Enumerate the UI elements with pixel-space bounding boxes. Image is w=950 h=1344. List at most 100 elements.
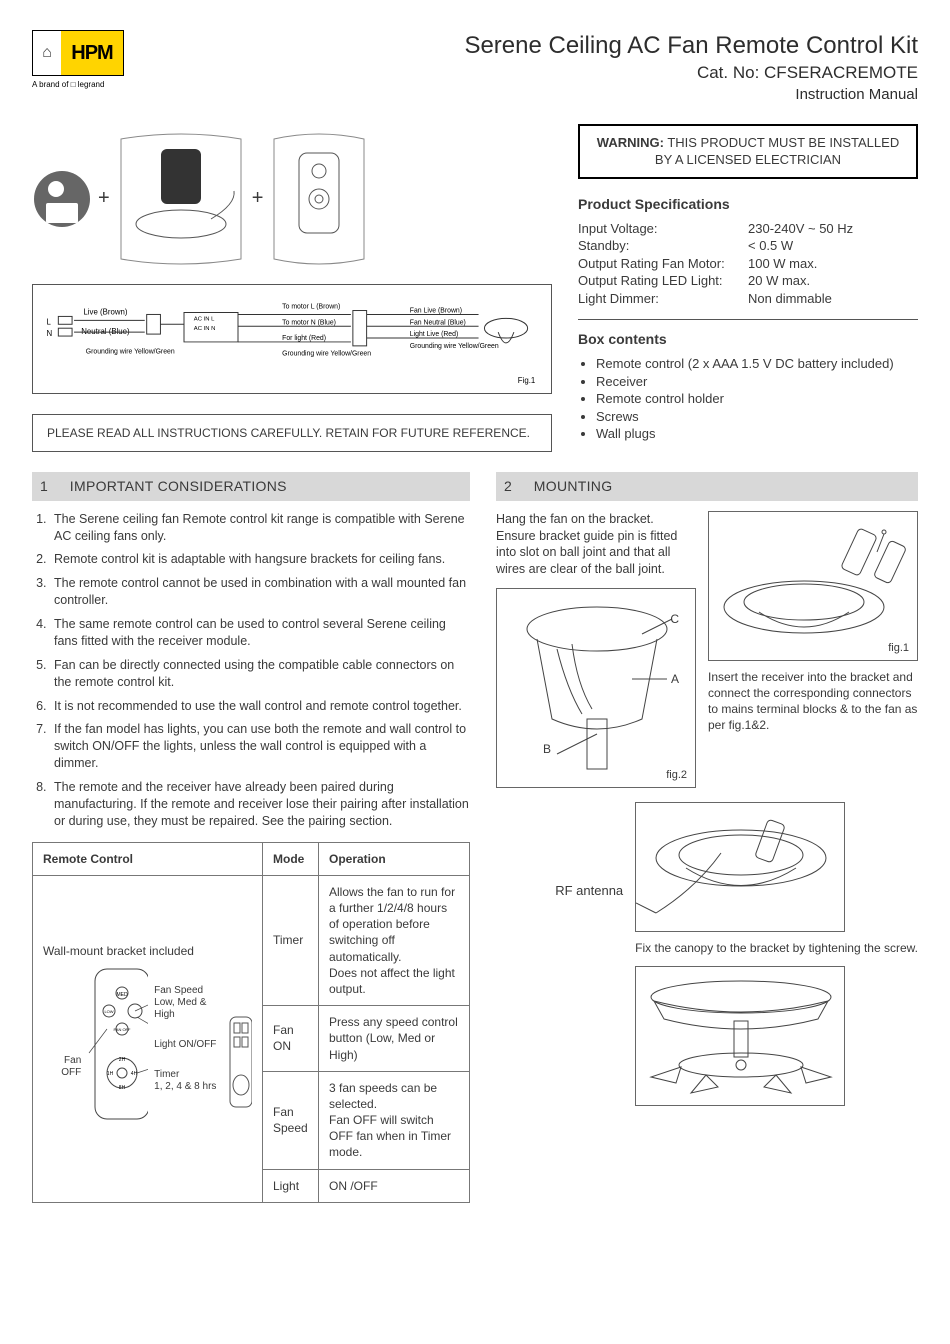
brand-logo: ⌂ HPM A brand of □ legrand [32, 30, 132, 106]
list-item: Remote control (2 x AAA 1.5 V DC battery… [596, 355, 918, 373]
list-item: Fan can be directly connected using the … [50, 657, 470, 691]
svg-text:Fan Neutral (Blue): Fan Neutral (Blue) [410, 319, 466, 326]
section-title: MOUNTING [534, 477, 613, 496]
table-cell-mode: Light [263, 1169, 319, 1202]
logo-subtext: A brand of □ legrand [32, 80, 132, 91]
svg-text:Grounding wire Yellow/Green: Grounding wire Yellow/Green [282, 350, 371, 357]
table-cell-op: Press any speed control button (Low, Med… [319, 1006, 470, 1072]
svg-text:Grounding wire Yellow/Green: Grounding wire Yellow/Green [86, 348, 175, 355]
list-item: The remote and the receiver have already… [50, 779, 470, 830]
table-cell-op: ON /OFF [319, 1169, 470, 1202]
list-item: Screws [596, 408, 918, 426]
svg-text:8H: 8H [119, 1085, 126, 1091]
svg-text:For light (Red): For light (Red) [282, 335, 326, 342]
svg-text:LOW: LOW [105, 1009, 114, 1014]
section-number: 1 [40, 477, 48, 496]
section-1-header: 1 IMPORTANT CONSIDERATIONS [32, 472, 470, 501]
section-number: 2 [504, 477, 512, 496]
cat-label: Cat. No: [697, 63, 764, 82]
box-contents-title: Box contents [578, 330, 918, 349]
svg-text:Grounding wire Yellow/Green: Grounding wire Yellow/Green [410, 342, 499, 349]
table-header-rc: Remote Control [33, 842, 263, 875]
list-item: If the fan model has lights, you can use… [50, 721, 470, 772]
section-title: IMPORTANT CONSIDERATIONS [70, 477, 287, 496]
page-header: ⌂ HPM A brand of □ legrand Serene Ceilin… [32, 30, 918, 106]
list-item: The Serene ceiling fan Remote control ki… [50, 511, 470, 545]
svg-text:N: N [47, 329, 53, 338]
spec-value: Non dimmable [748, 290, 832, 308]
doc-subtitle: Instruction Manual [464, 85, 918, 105]
svg-text:1H: 1H [107, 1071, 114, 1077]
mounting-fig-3 [635, 802, 845, 932]
spec-label: Output Rating LED Light: [578, 272, 748, 290]
svg-text:L: L [47, 317, 52, 326]
specs-title: Product Specifications [578, 195, 918, 214]
spec-label: Input Voltage: [578, 220, 748, 238]
mounting-fig-4 [635, 966, 845, 1106]
list-item: Wall plugs [596, 425, 918, 443]
svg-text:To motor N (Blue): To motor N (Blue) [282, 319, 336, 326]
remote-front-icon: MED LOW FAN OFF 2H 1H 4H 8H [87, 965, 148, 1135]
svg-text:MED: MED [117, 992, 129, 998]
mounting-fig-2: C A B fig.2 [496, 588, 696, 788]
rc-fan-off-label: Fan OFF [43, 1055, 81, 1079]
rc-light-label: Light ON/OFF [154, 1039, 220, 1051]
spec-value: 20 W max. [748, 272, 810, 290]
fig-label: fig.1 [888, 641, 909, 656]
list-item: It is not recommended to use the wall co… [50, 698, 470, 715]
annotation-a: A [671, 671, 679, 687]
warning-box: WARNING: THIS PRODUCT MUST BE INSTALLED … [578, 124, 918, 179]
annotation-b: B [543, 741, 551, 757]
spec-value: < 0.5 W [748, 237, 793, 255]
warning-label: WARNING: [597, 135, 664, 150]
mounting-step-2: Insert the receiver into the bracket and… [708, 669, 918, 734]
wiring-diagram: L N Live (Brown) Neutral (Blue) Groundin… [32, 284, 552, 394]
svg-text:Light Live (Red): Light Live (Red) [410, 331, 458, 338]
fig-label: fig.2 [666, 768, 687, 783]
title-block: Serene Ceiling AC Fan Remote Control Kit… [464, 30, 918, 106]
table-cell-mode: Timer [263, 875, 319, 1005]
house-icon: ⌂ [33, 31, 61, 75]
svg-text:Fig.1: Fig.1 [518, 376, 535, 385]
rf-antenna-label: RF antenna [555, 883, 623, 898]
list-item: Remote control holder [596, 390, 918, 408]
spec-label: Output Rating Fan Motor: [578, 255, 748, 273]
spec-value: 100 W max. [748, 255, 817, 273]
warning-text: THIS PRODUCT MUST BE INSTALLED BY A LICE… [655, 135, 899, 168]
svg-text:4H: 4H [131, 1071, 138, 1077]
receiver-drawing [116, 129, 246, 269]
annotation-c: C [670, 611, 679, 627]
product-illustration: + + [32, 124, 552, 274]
table-header-mode: Mode [263, 842, 319, 875]
mounting-step-3: Fix the canopy to the bracket by tighten… [635, 940, 918, 956]
catalog-number: Cat. No: CFSERACREMOTE [464, 62, 918, 85]
svg-text:To motor L (Brown): To motor L (Brown) [282, 303, 340, 310]
svg-text:2H: 2H [119, 1057, 126, 1063]
list-item: Receiver [596, 373, 918, 391]
rc-timer-label: Timer 1, 2, 4 & 8 hrs [154, 1069, 220, 1093]
table-cell-op: 3 fan speeds can be selected. Fan OFF wi… [319, 1071, 470, 1169]
considerations-list: The Serene ceiling fan Remote control ki… [32, 511, 470, 830]
svg-text:AC IN N: AC IN N [194, 326, 216, 332]
section-2-header: 2 MOUNTING [496, 472, 918, 501]
logo-text: HPM [61, 31, 123, 75]
mounting-fig-1: fig.1 [708, 511, 918, 661]
spec-label: Standby: [578, 237, 748, 255]
remote-drawing [269, 129, 369, 269]
table-cell-mode: Fan ON [263, 1006, 319, 1072]
read-manual-icon [32, 159, 92, 239]
box-contents-list: Remote control (2 x AAA 1.5 V DC battery… [578, 355, 918, 443]
mode-operation-table: Remote Control Mode Operation Wall-mount… [32, 842, 470, 1203]
list-item: Remote control kit is adaptable with han… [50, 551, 470, 568]
svg-text:FAN OFF: FAN OFF [114, 1027, 131, 1032]
list-item: The same remote control can be used to c… [50, 616, 470, 650]
remote-control-cell: Wall-mount bracket included Fan OFF MED … [33, 875, 263, 1202]
rc-speed-label: Fan Speed Low, Med & High [154, 985, 220, 1021]
svg-text:Live (Brown): Live (Brown) [83, 307, 127, 316]
doc-title: Serene Ceiling AC Fan Remote Control Kit [464, 30, 918, 62]
read-instructions-notice: PLEASE READ ALL INSTRUCTIONS CAREFULLY. … [32, 414, 552, 452]
cat-value: CFSERACREMOTE [764, 63, 918, 82]
spec-value: 230-240V ~ 50 Hz [748, 220, 853, 238]
svg-text:Fan Live (Brown): Fan Live (Brown) [410, 307, 462, 314]
table-cell-op: Allows the fan to run for a further 1/2/… [319, 875, 470, 1005]
